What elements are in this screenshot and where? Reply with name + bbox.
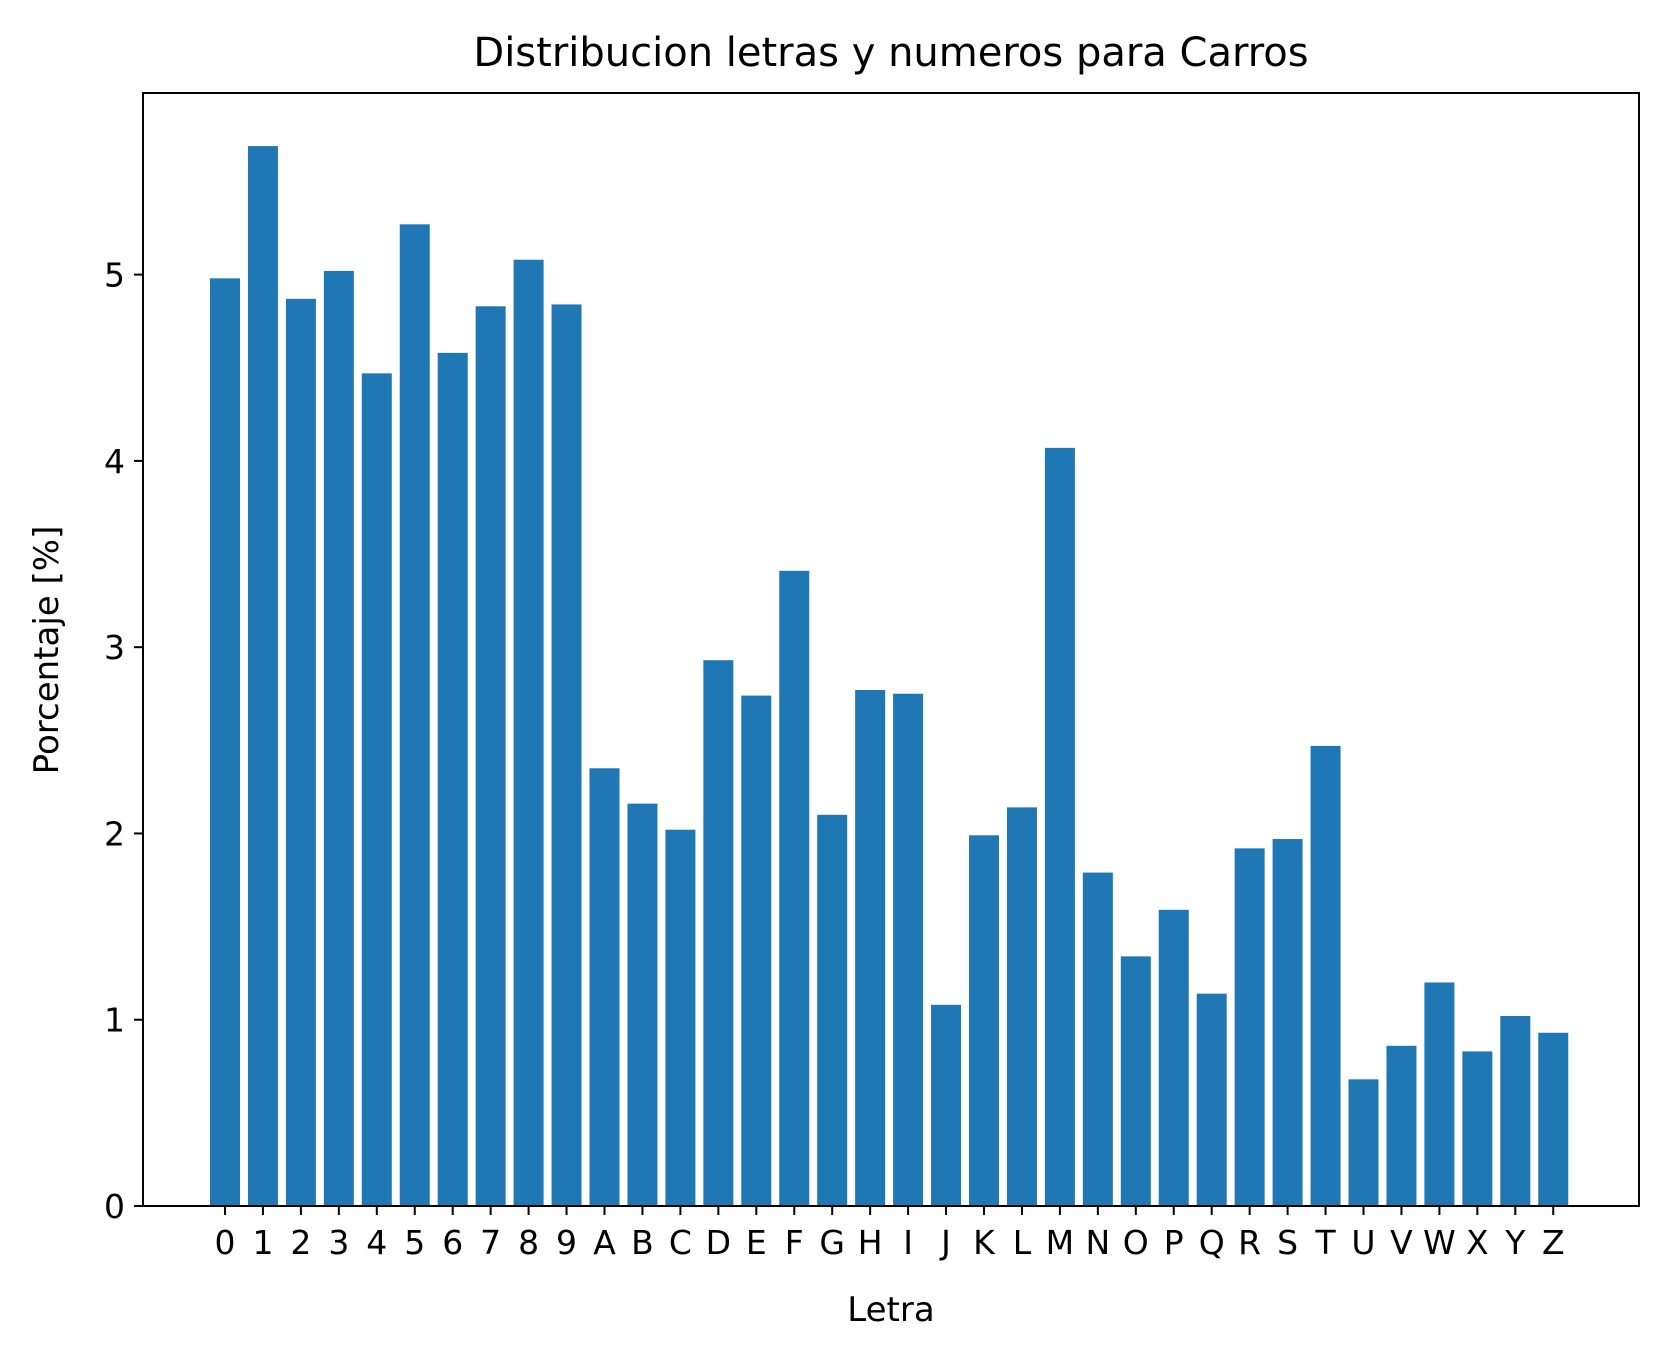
x-tick-label-X: X — [1466, 1223, 1489, 1262]
bar-7 — [475, 306, 506, 1206]
bar-B — [627, 803, 658, 1206]
x-tick-label-U: U — [1351, 1223, 1375, 1262]
bar-3 — [323, 270, 354, 1206]
bar-F — [779, 570, 810, 1206]
y-axis-ticks: 0 1 2 3 4 5 — [104, 256, 143, 1226]
x-tick-label-F: F — [785, 1223, 804, 1262]
bar-D — [703, 660, 734, 1206]
x-tick-label-T: T — [1314, 1223, 1336, 1262]
x-tick-label-K: K — [973, 1223, 996, 1262]
y-tick-label-0: 0 — [104, 1187, 125, 1226]
bar-X — [1462, 1051, 1493, 1206]
bar-R — [1234, 848, 1265, 1206]
y-axis-label: Porcentaje [%] — [27, 526, 67, 775]
bar-K — [969, 835, 999, 1206]
bar-Y — [1500, 1016, 1531, 1206]
x-tick-label-Z: Z — [1542, 1223, 1565, 1262]
x-tick-label-8: 8 — [518, 1223, 539, 1262]
x-tick-label-7: 7 — [480, 1223, 501, 1262]
y-tick-label-3: 3 — [104, 628, 125, 667]
bar-4 — [361, 373, 392, 1207]
bar-W — [1424, 982, 1455, 1206]
bar-M — [1044, 447, 1075, 1206]
bar-E — [741, 695, 772, 1206]
x-tick-label-P: P — [1164, 1223, 1184, 1262]
x-tick-label-B: B — [631, 1223, 654, 1262]
x-tick-label-9: 9 — [556, 1223, 577, 1262]
bar-A — [589, 768, 620, 1206]
x-tick-label-Q: Q — [1199, 1223, 1225, 1262]
bar-9 — [551, 304, 582, 1206]
bar-Z — [1538, 1032, 1569, 1206]
bar-6 — [437, 352, 468, 1206]
x-axis-label: Letra — [847, 1290, 934, 1330]
x-tick-label-C: C — [669, 1223, 692, 1262]
bar-P — [1158, 909, 1189, 1206]
x-tick-label-N: N — [1086, 1223, 1111, 1262]
x-tick-label-L: L — [1013, 1223, 1032, 1262]
bar-0 — [210, 278, 240, 1207]
bar-N — [1082, 872, 1113, 1206]
x-tick-label-G: G — [819, 1223, 845, 1262]
x-tick-label-A: A — [593, 1223, 616, 1262]
bar-G — [817, 814, 848, 1206]
x-tick-label-R: R — [1238, 1223, 1261, 1262]
chart-title: Distribucion letras y numeros para Carro… — [473, 30, 1308, 76]
x-tick-label-H: H — [858, 1223, 883, 1262]
x-tick-label-D: D — [706, 1223, 731, 1262]
x-tick-label-3: 3 — [328, 1223, 349, 1262]
x-tick-label-O: O — [1123, 1223, 1149, 1262]
x-tick-label-M: M — [1046, 1223, 1074, 1262]
x-tick-label-J: J — [939, 1223, 951, 1262]
x-tick-label-0: 0 — [215, 1223, 236, 1262]
bar-5 — [399, 224, 430, 1206]
x-tick-label-V: V — [1390, 1223, 1413, 1262]
bar-S — [1272, 839, 1303, 1206]
y-tick-label-1: 1 — [104, 1001, 125, 1040]
x-tick-label-6: 6 — [442, 1223, 463, 1262]
bar-O — [1120, 956, 1151, 1206]
plot-area-frame — [142, 92, 1640, 1207]
bar-C — [665, 829, 696, 1206]
bar-1 — [247, 146, 278, 1207]
y-tick-label-5: 5 — [104, 256, 125, 295]
bar-I — [893, 693, 924, 1206]
x-tick-label-1: 1 — [252, 1223, 273, 1262]
x-tick-label-Y: Y — [1504, 1223, 1526, 1262]
x-tick-label-2: 2 — [290, 1223, 311, 1262]
x-tick-label-W: W — [1423, 1223, 1456, 1262]
x-tick-label-5: 5 — [404, 1223, 425, 1262]
bar-H — [855, 690, 886, 1206]
bar-J — [931, 1004, 962, 1206]
x-tick-label-I: I — [903, 1223, 913, 1262]
bars-group — [210, 146, 1569, 1207]
bar-8 — [513, 259, 544, 1207]
x-tick-label-S: S — [1277, 1223, 1298, 1262]
bar-2 — [285, 298, 316, 1207]
bar-U — [1348, 1079, 1379, 1206]
x-tick-label-4: 4 — [366, 1223, 387, 1262]
y-tick-label-2: 2 — [104, 814, 125, 853]
bar-L — [1006, 807, 1037, 1206]
x-tick-label-E: E — [746, 1223, 767, 1262]
y-tick-label-4: 4 — [104, 442, 125, 481]
bar-V — [1386, 1045, 1417, 1206]
bar-Q — [1196, 993, 1227, 1206]
bar-T — [1310, 745, 1341, 1206]
